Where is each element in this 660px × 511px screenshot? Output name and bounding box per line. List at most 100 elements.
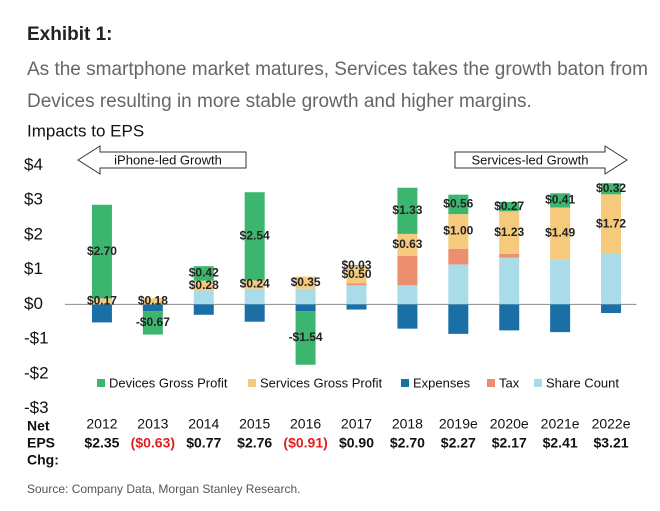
bar-segment <box>193 290 214 305</box>
bar-segment <box>448 248 469 265</box>
bar-segment <box>193 304 214 315</box>
subtitle: As the smartphone market matures, Servic… <box>27 59 648 112</box>
data-label: $0.35 <box>291 275 321 289</box>
bar-segment <box>193 266 214 281</box>
data-label: -$0.67 <box>136 315 170 329</box>
y-tick-label: $0 <box>24 294 43 313</box>
data-label: $0.27 <box>494 199 524 213</box>
net-eps-heading: Net <box>27 418 50 434</box>
x-tick-label: 2020e <box>490 416 529 432</box>
legend-label: Services Gross Profit <box>260 375 382 390</box>
bar-segment <box>448 304 469 334</box>
arrow-left <box>77 145 247 175</box>
data-label: $1.00 <box>443 224 473 238</box>
bar-segment <box>550 304 571 333</box>
bar-segment <box>91 204 112 299</box>
bar-segment <box>397 187 418 234</box>
bar-segment <box>91 298 112 305</box>
legend-swatch <box>248 379 256 387</box>
x-tick-label: 2017 <box>341 416 372 432</box>
bar-segment <box>244 280 265 289</box>
bar-segment <box>142 304 163 312</box>
bar-segment <box>499 304 520 331</box>
data-label: $0.28 <box>189 278 219 292</box>
data-label: $1.72 <box>596 216 626 230</box>
bar-segment <box>601 183 622 195</box>
x-tick-label: 2016 <box>290 416 321 432</box>
bar-segment <box>397 255 418 286</box>
bar-segment <box>397 304 418 329</box>
y-tick-label: -$2 <box>24 363 49 382</box>
data-label: $0.41 <box>545 193 575 207</box>
data-label: $0.32 <box>596 181 626 195</box>
legend-label: Devices Gross Profit <box>109 375 228 390</box>
data-label: $1.23 <box>494 225 524 239</box>
net-eps-heading: EPS <box>27 435 55 451</box>
bar-segment <box>499 211 520 255</box>
bar-segment <box>295 276 316 289</box>
bar-segment <box>346 265 367 267</box>
data-label: $0.63 <box>392 237 422 251</box>
bar-segment <box>448 214 469 249</box>
net-eps: $2.27 <box>441 435 476 451</box>
bar-segment <box>550 207 571 260</box>
source: Source: Company Data, Morgan Stanley Res… <box>27 482 301 496</box>
net-eps-heading: Chg: <box>27 452 59 468</box>
net-eps: $2.41 <box>543 435 578 451</box>
bar-segment <box>346 283 367 286</box>
bar-segment <box>193 280 214 291</box>
x-tick-label: 2013 <box>137 416 168 432</box>
legend-swatch <box>534 379 542 387</box>
bar-segment <box>499 257 520 305</box>
data-label: $1.49 <box>545 226 575 240</box>
bar-segment <box>499 201 520 212</box>
legend-label: Tax <box>499 375 520 390</box>
data-label: $2.70 <box>87 244 117 258</box>
arrow-right <box>454 145 628 175</box>
x-tick-label: 2018 <box>392 416 423 432</box>
data-label: $1.33 <box>392 203 422 217</box>
x-tick-label: 2021e <box>541 416 580 432</box>
bar-segment <box>499 254 520 258</box>
legend-label: Share Count <box>546 375 619 390</box>
data-label: $2.54 <box>240 228 270 242</box>
net-eps: $2.17 <box>492 435 527 451</box>
net-eps: $2.76 <box>237 435 272 451</box>
bar-segment <box>601 304 622 314</box>
data-label: $0.56 <box>443 197 473 211</box>
y-tick-label: $4 <box>24 155 43 174</box>
bar-segment <box>550 193 571 208</box>
x-tick-label: 2022e <box>592 416 631 432</box>
x-tick-label: 2012 <box>86 416 117 432</box>
legend-swatch <box>97 379 105 387</box>
bar-segment <box>91 304 112 323</box>
x-tick-label: 2019e <box>439 416 478 432</box>
bar-segment <box>601 194 622 255</box>
bar-segment <box>244 192 265 281</box>
data-label: $0.50 <box>341 267 371 281</box>
data-label: -$1.54 <box>289 330 323 344</box>
bar-segment <box>346 285 367 305</box>
y-tick-label: $3 <box>24 190 43 209</box>
data-label: $0.24 <box>240 277 270 291</box>
y-tick-label: -$1 <box>24 329 49 348</box>
bar-segment <box>295 304 316 312</box>
bar-segment <box>295 288 316 305</box>
data-label: $0.03 <box>341 258 371 272</box>
bar-segment <box>142 311 163 335</box>
bar-segment <box>142 298 163 305</box>
legend-swatch <box>487 379 495 387</box>
bar-segment <box>244 288 265 305</box>
bar-segment <box>448 264 469 305</box>
bar-segment <box>601 254 622 305</box>
bar-segment <box>397 233 418 256</box>
legend-swatch <box>401 379 409 387</box>
annotation: iPhone-led Growth <box>114 152 222 167</box>
net-eps: $2.35 <box>84 435 119 451</box>
y-tick-label: $2 <box>24 224 43 243</box>
net-eps: ($0.91) <box>283 435 327 451</box>
legend-label: Expenses <box>413 375 471 390</box>
x-tick-label: 2014 <box>188 416 219 432</box>
